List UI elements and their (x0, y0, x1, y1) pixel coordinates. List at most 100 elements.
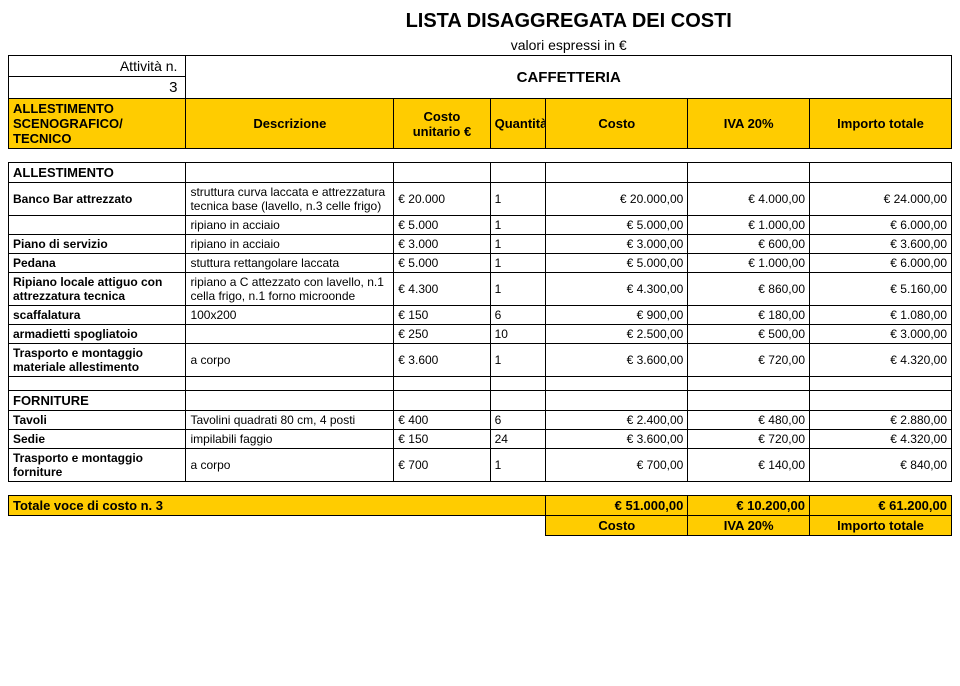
table-cell: € 2.500,00 (546, 325, 688, 344)
table-cell: € 700,00 (546, 449, 688, 482)
table-cell: € 2.880,00 (810, 411, 952, 430)
table-cell: ripiano in acciaio (186, 216, 394, 235)
table-cell: € 1.000,00 (688, 216, 810, 235)
table-cell: a corpo (186, 449, 394, 482)
section1-label: ALLESTIMENTO (9, 163, 186, 183)
footer-iva: IVA 20% (688, 516, 810, 536)
table-cell: 10 (490, 325, 546, 344)
table-cell: 100x200 (186, 306, 394, 325)
table-row: Trasporto e montaggio forniturea corpo€ … (9, 449, 952, 482)
table-cell: € 20.000 (394, 183, 490, 216)
table-cell: € 5.000,00 (546, 216, 688, 235)
table-cell: stuttura rettangolare laccata (186, 254, 394, 273)
table-cell: € 4.320,00 (810, 344, 952, 377)
table-cell (9, 216, 186, 235)
table-cell: struttura curva laccata e attrezzatura t… (186, 183, 394, 216)
total-cost: € 51.000,00 (546, 496, 688, 516)
table-cell: € 4.000,00 (688, 183, 810, 216)
footer-cost: Costo (546, 516, 688, 536)
cost-table: LISTA DISAGGREGATA DEI COSTI valori espr… (8, 8, 952, 536)
table-cell: € 3.000,00 (546, 235, 688, 254)
table-cell: € 4.320,00 (810, 430, 952, 449)
table-cell: € 840,00 (810, 449, 952, 482)
table-cell: € 700 (394, 449, 490, 482)
table-cell: € 480,00 (688, 411, 810, 430)
table-cell: € 720,00 (688, 430, 810, 449)
table-cell: € 6.000,00 (810, 254, 952, 273)
table-cell: € 5.000 (394, 216, 490, 235)
table-cell: € 5.160,00 (810, 273, 952, 306)
table-cell: € 3.600,00 (546, 430, 688, 449)
table-row: scaffalatura100x200€ 1506€ 900,00€ 180,0… (9, 306, 952, 325)
table-cell: € 150 (394, 306, 490, 325)
table-cell: 1 (490, 254, 546, 273)
table-cell: € 860,00 (688, 273, 810, 306)
table-cell: Trasporto e montaggio forniture (9, 449, 186, 482)
table-cell: 1 (490, 449, 546, 482)
table-cell: 1 (490, 235, 546, 254)
header-c6: IVA 20% (688, 99, 810, 149)
table-row: Sedieimpilabili faggio€ 15024€ 3.600,00€… (9, 430, 952, 449)
activity-label: Attività n. (9, 56, 186, 77)
table-cell: € 720,00 (688, 344, 810, 377)
table-row: ripiano in acciaio€ 5.0001€ 5.000,00€ 1.… (9, 216, 952, 235)
table-cell: € 3.600,00 (546, 344, 688, 377)
table-cell: 6 (490, 411, 546, 430)
table-cell: Tavolini quadrati 80 cm, 4 posti (186, 411, 394, 430)
header-row: ALLESTIMENTO SCENOGRAFICO/ TECNICO Descr… (9, 99, 952, 149)
table-cell: Trasporto e montaggio materiale allestim… (9, 344, 186, 377)
table-cell: 1 (490, 216, 546, 235)
table-row: Piano di servizioripiano in acciaio€ 3.0… (9, 235, 952, 254)
table-cell: € 1.080,00 (810, 306, 952, 325)
table-row: TavoliTavolini quadrati 80 cm, 4 posti€ … (9, 411, 952, 430)
subtitle: valori espressi in € (186, 35, 952, 56)
table-cell: € 400 (394, 411, 490, 430)
table-cell: € 3.000 (394, 235, 490, 254)
footer-row: Costo IVA 20% Importo totale (9, 516, 952, 536)
table-cell: Pedana (9, 254, 186, 273)
table-cell: € 180,00 (688, 306, 810, 325)
header-c2: Descrizione (186, 99, 394, 149)
table-cell: € 250 (394, 325, 490, 344)
table-cell: € 3.600,00 (810, 235, 952, 254)
table-cell: impilabili faggio (186, 430, 394, 449)
header-c5: Costo (546, 99, 688, 149)
table-cell: € 20.000,00 (546, 183, 688, 216)
header-c1: ALLESTIMENTO SCENOGRAFICO/ TECNICO (9, 99, 186, 149)
table-cell: € 2.400,00 (546, 411, 688, 430)
main-title: LISTA DISAGGREGATA DEI COSTI (186, 8, 952, 35)
table-cell: € 6.000,00 (810, 216, 952, 235)
table-cell: € 5.000,00 (546, 254, 688, 273)
table-cell: Sedie (9, 430, 186, 449)
table-cell: Piano di servizio (9, 235, 186, 254)
table-row: armadietti spogliatoio€ 25010€ 2.500,00€… (9, 325, 952, 344)
table-cell: Ripiano locale attiguo con attrezzatura … (9, 273, 186, 306)
table-row: Banco Bar attrezzatostruttura curva lacc… (9, 183, 952, 216)
section2-label: FORNITURE (9, 391, 186, 411)
table-cell: 1 (490, 273, 546, 306)
header-c4: Quantità (490, 99, 546, 149)
table-cell: ripiano in acciaio (186, 235, 394, 254)
table-cell: € 500,00 (688, 325, 810, 344)
header-c7: Importo totale (810, 99, 952, 149)
section-row: FORNITURE (9, 391, 952, 411)
header-c3: Costo unitario € (394, 99, 490, 149)
table-cell: 1 (490, 183, 546, 216)
total-iva: € 10.200,00 (688, 496, 810, 516)
table-cell: ripiano a C attezzato con lavello, n.1 c… (186, 273, 394, 306)
table-cell (186, 325, 394, 344)
table-row: Pedanastuttura rettangolare laccata € 5.0… (9, 254, 952, 273)
table-cell: € 4.300,00 (546, 273, 688, 306)
table-cell: € 3.000,00 (810, 325, 952, 344)
table-cell: 1 (490, 344, 546, 377)
total-row: Totale voce di costo n. 3 € 51.000,00 € … (9, 496, 952, 516)
section-row: ALLESTIMENTO (9, 163, 952, 183)
table-cell: scaffalatura (9, 306, 186, 325)
table-cell: € 140,00 (688, 449, 810, 482)
region-name: CAFFETTERIA (186, 56, 952, 99)
table-cell: Banco Bar attrezzato (9, 183, 186, 216)
table-cell: armadietti spogliatoio (9, 325, 186, 344)
table-cell: 24 (490, 430, 546, 449)
table-row: Trasporto e montaggio materiale allestim… (9, 344, 952, 377)
table-cell: € 24.000,00 (810, 183, 952, 216)
